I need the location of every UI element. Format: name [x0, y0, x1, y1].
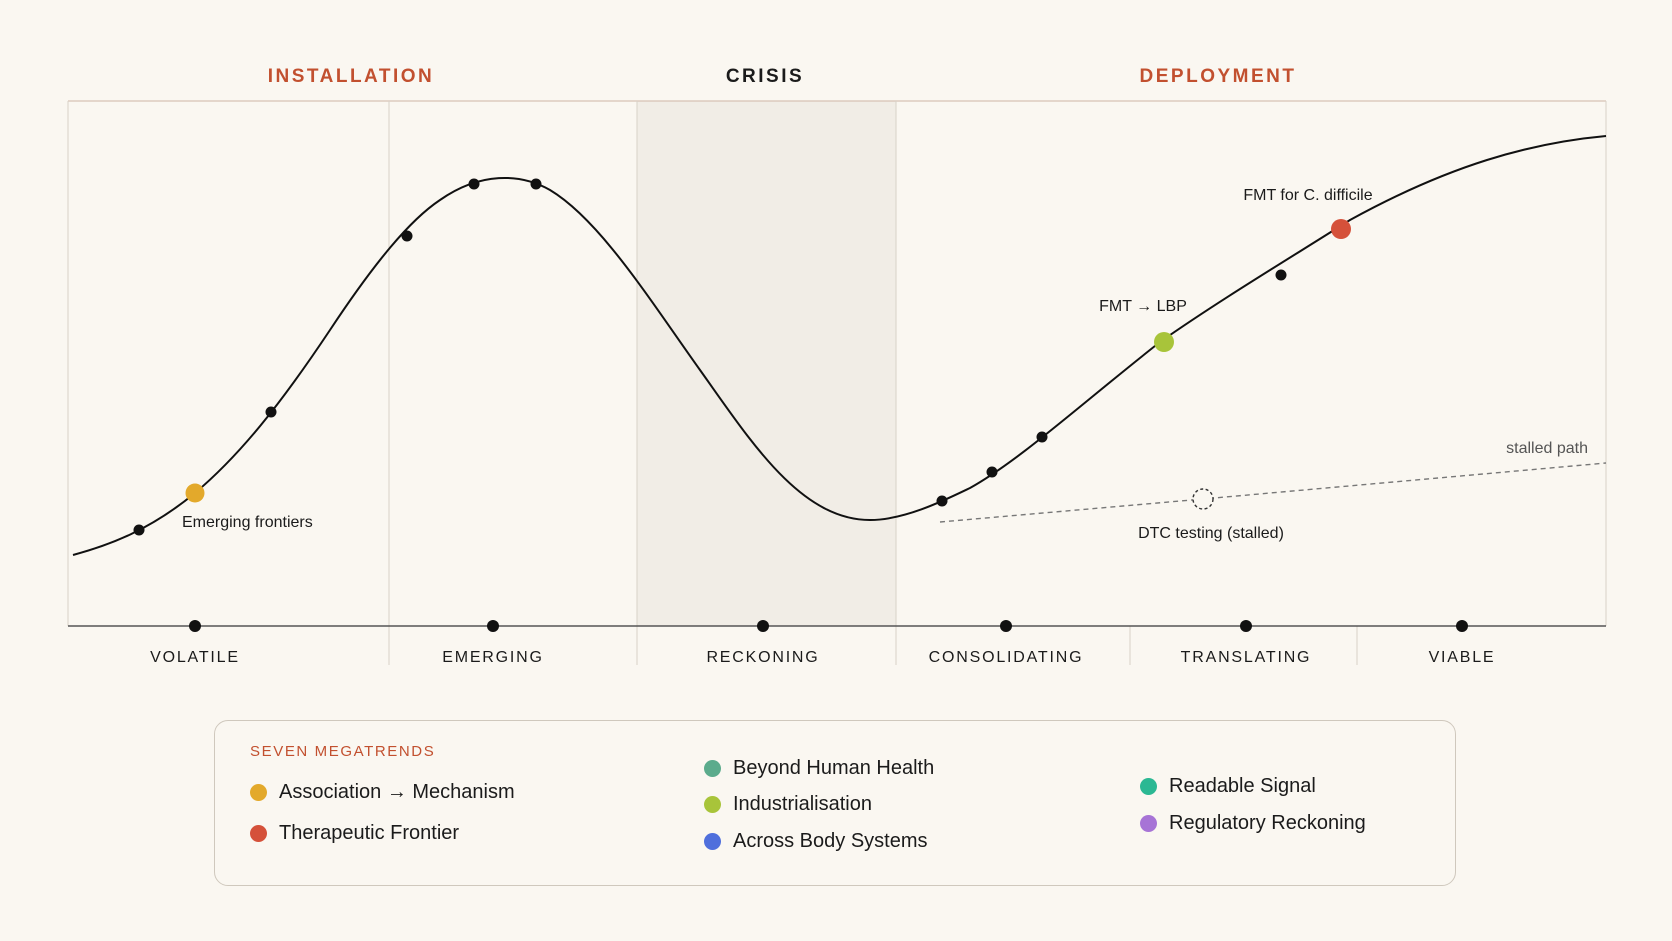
- curve-dot: [1036, 431, 1048, 443]
- legend-dot: [704, 760, 721, 777]
- legend-item-label: Regulatory Reckoning: [1169, 812, 1366, 834]
- stage-label-emerging: EMERGING: [442, 649, 544, 666]
- legend-dot: [1140, 778, 1157, 795]
- curve-dot: [530, 178, 542, 190]
- legend-item-therapeutic-frontier: Therapeutic Frontier: [250, 822, 459, 845]
- legend-item-beyond-human-health: Beyond Human Health: [704, 757, 934, 780]
- marker-label-fmt-c-difficile: FMT for C. difficile: [1243, 187, 1372, 204]
- curve-dot: [986, 466, 998, 478]
- marker-fmt-lbp: [1154, 332, 1174, 352]
- legend-dot: [250, 784, 267, 801]
- crisis-band: [637, 101, 896, 626]
- stage-dot-volatile: [189, 620, 201, 632]
- curve-dot: [468, 178, 480, 190]
- legend-item-label: Association → Mechanism: [279, 781, 515, 803]
- stage-dot-viable: [1456, 620, 1468, 632]
- technology-cycle-diagram: INSTALLATION CRISIS DEPLOYMENT stalled p…: [67, 66, 1607, 666]
- legend-item-label: Beyond Human Health: [733, 757, 935, 779]
- legend-item-association-mechanism: Association → Mechanism: [250, 781, 515, 804]
- marker-fmt-c-difficile: [1331, 219, 1351, 239]
- curve-dot: [936, 495, 948, 507]
- marker-label-emerging-frontiers: Emerging frontiers: [182, 514, 313, 531]
- curve-dot: [265, 406, 277, 418]
- legend-dot: [250, 825, 267, 842]
- stage-dot-consolidating: [1000, 620, 1012, 632]
- megatrends-legend: SEVEN MEGATRENDS Association → Mechanism…: [214, 720, 1456, 886]
- legend-item-across-body-systems: Across Body Systems: [704, 830, 928, 853]
- marker-label-fmt-lbp: FMT → LBP: [1099, 298, 1187, 315]
- cycle-curve: [72, 135, 1607, 556]
- stage-label-volatile: VOLATILE: [150, 649, 240, 666]
- stalled-path-label: stalled path: [1506, 440, 1588, 457]
- legend-title: SEVEN MEGATRENDS: [250, 743, 436, 760]
- curve-dot: [401, 230, 413, 242]
- legend-item-label: Industrialisation: [733, 793, 872, 815]
- phase-title-installation: INSTALLATION: [268, 66, 435, 87]
- stage-label-translating: TRANSLATING: [1181, 649, 1312, 666]
- legend-item-label: Readable Signal: [1169, 775, 1316, 797]
- stage-dot-reckoning: [757, 620, 769, 632]
- legend-item-readable-signal: Readable Signal: [1140, 775, 1316, 798]
- stalled-path-line: [939, 462, 1607, 523]
- legend-item-regulatory-reckoning: Regulatory Reckoning: [1140, 812, 1366, 835]
- stage-dot-translating: [1240, 620, 1252, 632]
- marker-label-dtc-testing: DTC testing (stalled): [1138, 525, 1284, 542]
- stage-dot-emerging: [487, 620, 499, 632]
- phase-title-deployment: DEPLOYMENT: [1140, 66, 1297, 87]
- stage-label-reckoning: RECKONING: [706, 649, 819, 666]
- marker-emerging-frontiers: [185, 483, 205, 503]
- legend-dot: [704, 796, 721, 813]
- legend-item-label: Across Body Systems: [733, 830, 928, 852]
- phase-title-crisis: CRISIS: [726, 66, 804, 87]
- legend-dot: [1140, 815, 1157, 832]
- curve-dot: [133, 524, 145, 536]
- stage-label-viable: VIABLE: [1429, 649, 1496, 666]
- legend-item-industrialisation: Industrialisation: [704, 793, 872, 816]
- legend-dot: [704, 833, 721, 850]
- marker-dtc-testing-stalled: [1192, 488, 1214, 510]
- legend-item-label: Therapeutic Frontier: [279, 822, 460, 844]
- curve-dot: [1275, 269, 1287, 281]
- stage-label-consolidating: CONSOLIDATING: [929, 649, 1084, 666]
